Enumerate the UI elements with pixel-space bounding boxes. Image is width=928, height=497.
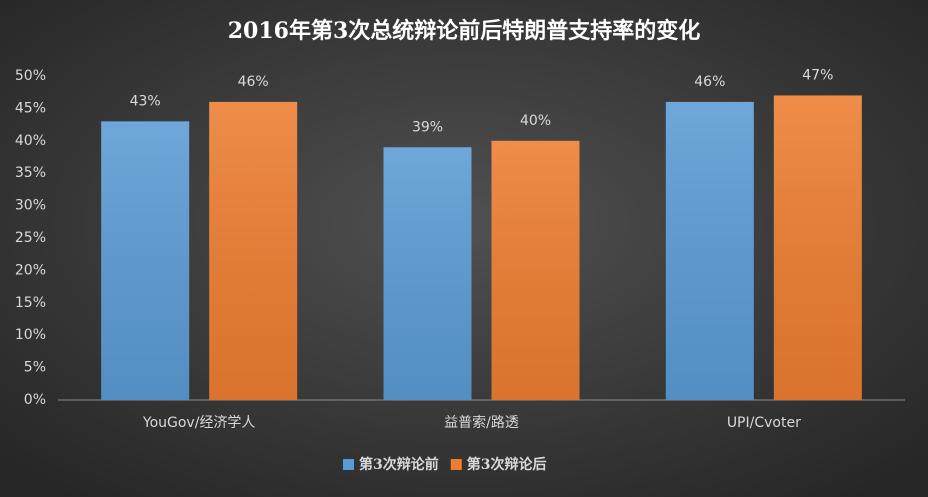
y-tick-label: 40% — [15, 133, 46, 149]
legend-swatch — [343, 459, 354, 470]
x-tick-label: UPI/Cvoter — [727, 415, 801, 431]
data-label: 46% — [694, 74, 725, 90]
legend-swatch — [450, 459, 462, 470]
data-label: 40% — [520, 113, 551, 129]
y-tick-label: 30% — [15, 198, 46, 214]
bar-shade — [773, 95, 862, 400]
data-label: 39% — [412, 119, 443, 135]
y-tick-label: 5% — [24, 360, 46, 376]
legend-label: 第3次辩论前 — [359, 456, 439, 473]
chart-title: 2016年第3次总统辩论前后特朗普支持率的变化 — [228, 18, 701, 44]
bar-shade — [665, 101, 754, 401]
x-tick-label: 益普索/路透 — [444, 414, 519, 431]
data-label: 47% — [802, 67, 833, 83]
y-tick-label: 10% — [15, 327, 46, 343]
y-tick-label: 45% — [15, 100, 46, 116]
bar-shade — [101, 121, 190, 401]
y-tick-label: 25% — [15, 230, 46, 246]
bar-shade — [383, 147, 472, 400]
y-tick-label: 20% — [15, 262, 46, 278]
data-label: 46% — [238, 74, 269, 90]
y-tick-label: 15% — [15, 295, 46, 311]
y-tick-label: 0% — [24, 392, 46, 408]
data-label: 43% — [130, 93, 161, 109]
legend-label: 第3次辩论后 — [467, 456, 547, 473]
bar-shade — [209, 101, 298, 401]
bar-shade — [491, 140, 580, 401]
y-tick-label: 35% — [15, 165, 46, 181]
x-tick-label: YouGov/经济学人 — [142, 415, 256, 431]
y-tick-label: 50% — [15, 68, 46, 84]
